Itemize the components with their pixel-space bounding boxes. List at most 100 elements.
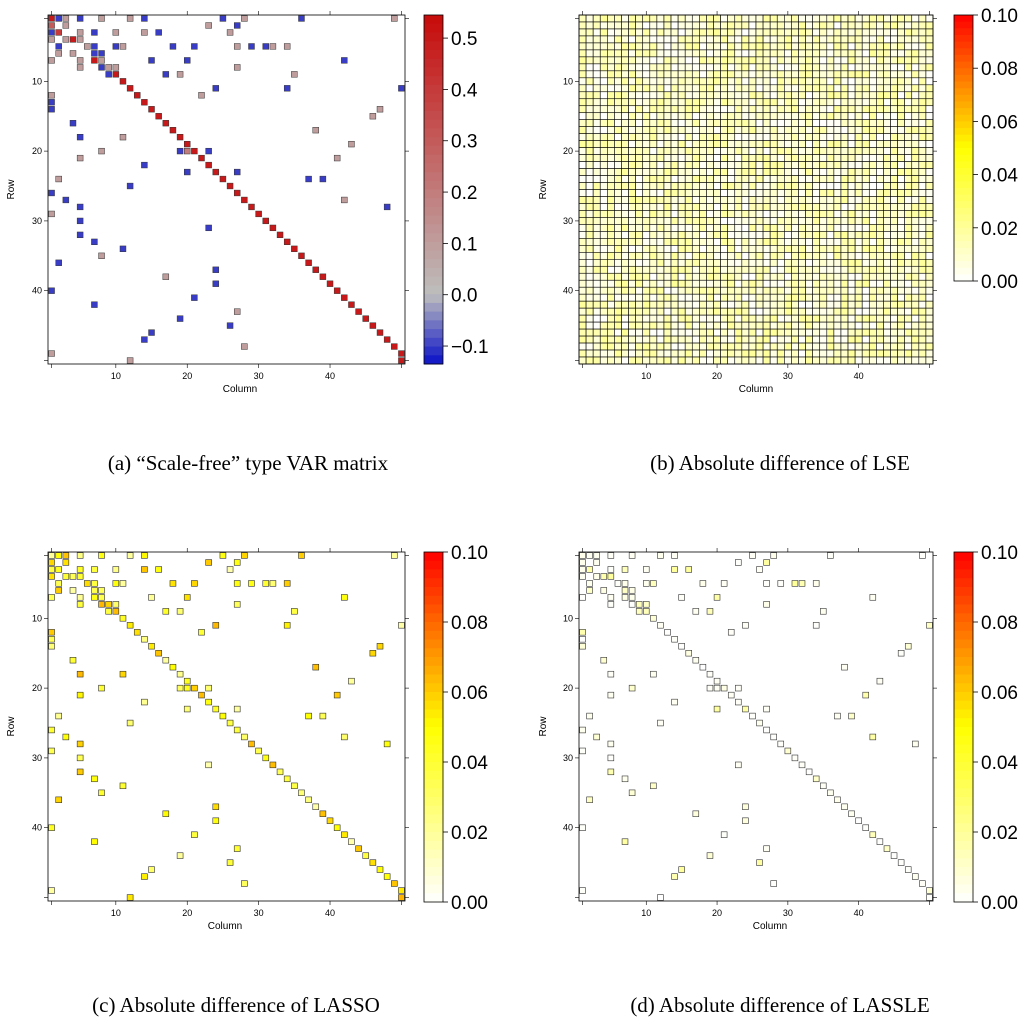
- heatmap-cell: [699, 321, 707, 330]
- heatmap-cell: [890, 356, 898, 365]
- heatmap-cell: [826, 286, 835, 295]
- heatmap-cell: [911, 63, 920, 72]
- heatmap-cell: [713, 293, 721, 302]
- heatmap-cell: [720, 328, 728, 337]
- colorbar-segment: [954, 613, 973, 623]
- heatmap-cell: [691, 286, 700, 295]
- heatmap-cell: [762, 342, 771, 351]
- heatmap-cell: [298, 15, 305, 22]
- heatmap-cell: [918, 168, 927, 176]
- heatmap-cell: [897, 147, 905, 155]
- heatmap-cell: [805, 84, 813, 93]
- heatmap-cell: [876, 14, 884, 23]
- heatmap-cell: [642, 42, 651, 51]
- heatmap-cell: [720, 49, 728, 58]
- heatmap-cell: [691, 189, 700, 197]
- heatmap-cell: [819, 252, 828, 260]
- heatmap-cell: [826, 210, 835, 218]
- heatmap-cell: [890, 224, 898, 232]
- heatmap-cell: [55, 50, 62, 57]
- heatmap-cell: [656, 252, 665, 260]
- heatmap-cell: [607, 35, 615, 44]
- heatmap-cell: [599, 28, 608, 37]
- heatmap-cell: [628, 168, 636, 176]
- heatmap-cell: [833, 335, 842, 344]
- heatmap-cell: [777, 580, 785, 587]
- heatmap-cell: [635, 307, 644, 316]
- heatmap-cell: [607, 84, 615, 93]
- heatmap-cell: [677, 161, 686, 169]
- heatmap-cell: [585, 91, 594, 100]
- heatmap-cell: [812, 307, 821, 316]
- heatmap-cell: [677, 147, 686, 155]
- heatmap-cell: [48, 36, 55, 43]
- colorbar-tick-label: 0.08: [981, 59, 1018, 80]
- heatmap-cell: [762, 293, 771, 302]
- heatmap-cell: [812, 622, 820, 629]
- heatmap-cell: [691, 252, 700, 260]
- heatmap-cell: [876, 91, 884, 100]
- heatmap-cell: [649, 140, 658, 148]
- heatmap-cell: [776, 161, 785, 169]
- heatmap-cell: [664, 629, 671, 636]
- heatmap-cell: [734, 182, 743, 190]
- heatmap-cell: [713, 328, 721, 337]
- heatmap-cell: [706, 77, 714, 86]
- heatmap-cell: [684, 49, 693, 58]
- colorbar-segment: [954, 254, 973, 262]
- heatmap-cell: [883, 279, 891, 288]
- heatmap-cell: [791, 189, 799, 197]
- heatmap-cell: [642, 328, 651, 337]
- heatmap-cell: [614, 342, 622, 351]
- heatmap-cell: [592, 105, 601, 114]
- heatmap-cell: [621, 168, 629, 176]
- colorbar-segment: [424, 884, 443, 894]
- heatmap-cell: [578, 77, 587, 86]
- heatmap-cell: [677, 224, 686, 232]
- heatmap-cell: [776, 42, 785, 51]
- heatmap-cell: [607, 154, 615, 162]
- y-tick-label: 30: [32, 753, 42, 763]
- heatmap-cell: [911, 210, 920, 218]
- heatmap-cell: [670, 35, 679, 44]
- heatmap-cell: [847, 196, 856, 204]
- heatmap-cell: [791, 356, 799, 365]
- heatmap-cell: [861, 56, 870, 65]
- heatmap-cell: [734, 63, 743, 72]
- heatmap-cell: [592, 286, 601, 295]
- y-tick-label: 10: [32, 76, 42, 86]
- heatmap-cell: [769, 189, 778, 197]
- heatmap-cell: [656, 70, 665, 79]
- heatmap-cell: [706, 84, 714, 93]
- heatmap-cell: [776, 210, 785, 218]
- heatmap-cell: [69, 36, 77, 43]
- heatmap-cell: [642, 272, 651, 281]
- heatmap-cell: [91, 43, 98, 50]
- colorbar-segment: [954, 274, 973, 282]
- colorbar-segment: [954, 753, 973, 763]
- heatmap-cell: [918, 356, 927, 365]
- heatmap-cell: [585, 286, 594, 295]
- heatmap-cell: [593, 559, 600, 566]
- heatmap-cell: [628, 272, 636, 281]
- heatmap-cell: [925, 154, 934, 162]
- heatmap-cell: [670, 175, 679, 183]
- heatmap-cell: [699, 70, 707, 79]
- heatmap-cell: [741, 77, 750, 86]
- heatmap-cell: [861, 105, 870, 114]
- heatmap-cell: [148, 106, 155, 113]
- heatmap-cell: [847, 70, 856, 79]
- heatmap-cell: [833, 224, 842, 232]
- heatmap-cell: [226, 719, 234, 727]
- y-axis-title: Row: [538, 179, 549, 200]
- heatmap-cell: [699, 140, 707, 148]
- heatmap-cell: [762, 258, 771, 267]
- heatmap-cell: [748, 321, 757, 330]
- colorbar-segment: [424, 154, 443, 164]
- heatmap-cell: [98, 57, 105, 64]
- heatmap-cell: [897, 217, 905, 225]
- heatmap-cell: [55, 29, 62, 36]
- heatmap-cell: [762, 112, 771, 121]
- y-axis-title: Row: [6, 179, 17, 200]
- heatmap-cell: [592, 217, 601, 225]
